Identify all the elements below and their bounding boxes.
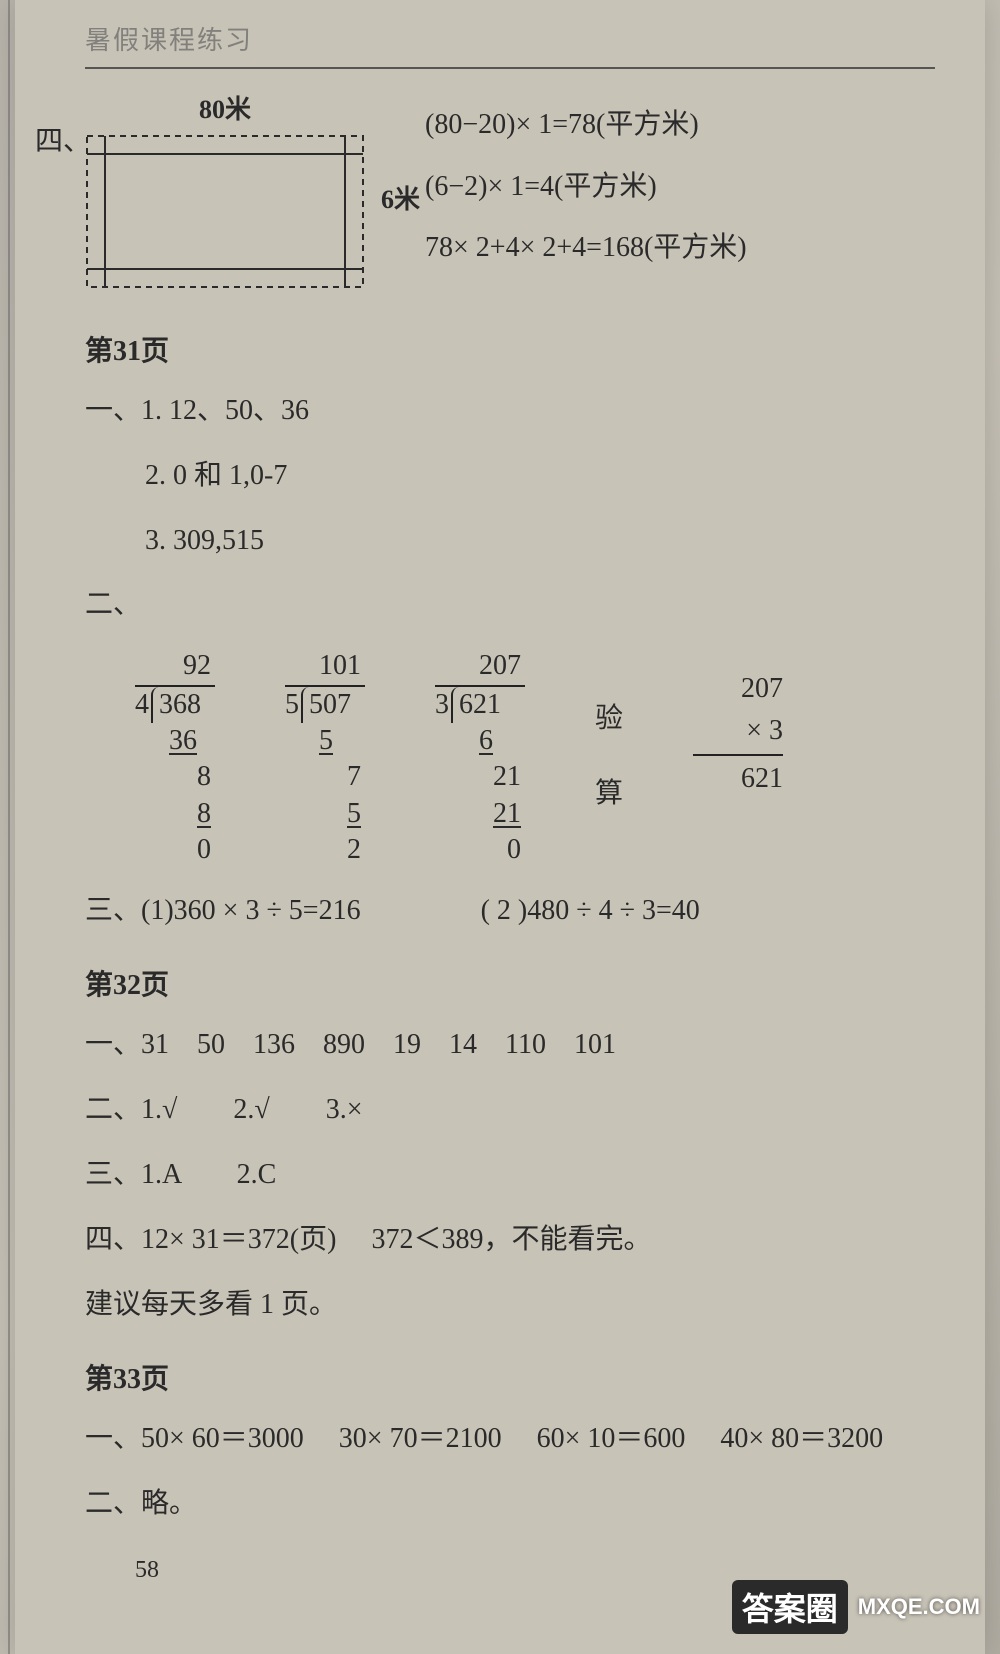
page-header: 暑假课程练习: [85, 20, 935, 57]
p32-line3: 三、1.A 2.C: [85, 1153, 935, 1198]
p32-line2: 二、1.√ 2.√ 3.×: [85, 1088, 935, 1133]
height-label: 6米: [381, 179, 420, 216]
section-4: 四、 80米 6米 (80−20)× 1=78(平方米) (6−2)× 1=4(…: [85, 89, 935, 289]
long-division-row: 92 4 368 36 8 8 0 101 5 507 5 7 5 2 207: [135, 648, 935, 868]
section-4-equations: (80−20)× 1=78(平方米) (6−2)× 1=4(平方米) 78× 2…: [425, 89, 747, 289]
p32-line5: 建议每天多看 1 页。: [85, 1283, 935, 1328]
page-container: 暑假课程练习 四、 80米 6米 (80−20)× 1=78(平方米) (6−2…: [15, 0, 985, 1654]
p31-line1: 一、1. 12、50、36: [85, 389, 935, 434]
section-4-label: 四、: [35, 119, 91, 159]
eq-3: 78× 2+4× 2+4=168(平方米): [425, 217, 747, 279]
left-margin-rule: [8, 0, 10, 1654]
longdiv-3: 207 3 621 6 21 21 0: [435, 648, 525, 868]
multiplication-check: 207 × 3 621: [693, 648, 783, 800]
watermark: 答案圈 MXQE.COM: [732, 1580, 980, 1634]
longdiv-1: 92 4 368 36 8 8 0: [135, 648, 215, 868]
diagram-area: 四、 80米 6米: [85, 89, 365, 289]
eq-2: (6−2)× 1=4(平方米): [425, 156, 747, 218]
p32-line1: 一、31 50 136 890 19 14 110 101: [85, 1023, 935, 1068]
p32-line4: 四、12× 31＝372(页) 372＜389，不能看完。: [85, 1218, 935, 1263]
p31-sec3: 三、(1)360 × 3 ÷ 5=216 ( 2 )480 ÷ 4 ÷ 3=40: [85, 889, 935, 934]
width-label: 80米: [85, 89, 365, 126]
longdiv-2: 101 5 507 5 7 5 2: [285, 648, 365, 868]
page33-heading: 第33页: [85, 1357, 935, 1397]
page32-heading: 第32页: [85, 963, 935, 1003]
p31-line2: 2. 0 和 1,0-7: [145, 454, 935, 499]
p33-line2: 二、略。: [85, 1482, 935, 1527]
watermark-url: MXQE.COM: [858, 1594, 980, 1620]
page31-heading: 第31页: [85, 329, 935, 369]
p31-line3: 3. 309,515: [145, 519, 935, 564]
rectangle-diagram: [85, 134, 365, 289]
p33-line1: 一、50× 60＝3000 30× 70＝2100 60× 10＝600 40×…: [85, 1417, 935, 1462]
check-label: 验 算: [595, 648, 623, 828]
watermark-brand: 答案圈: [732, 1580, 848, 1634]
p31-sec2-label: 二、: [85, 583, 935, 628]
eq-1: (80−20)× 1=78(平方米): [425, 94, 747, 156]
header-rule: [85, 67, 935, 69]
